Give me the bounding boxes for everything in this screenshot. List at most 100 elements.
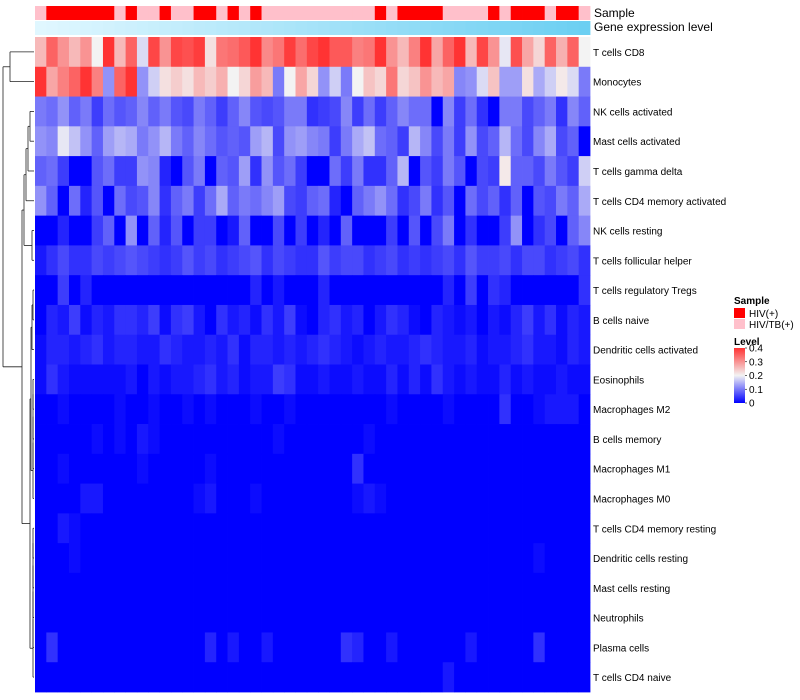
row-dendrogram xyxy=(2,51,34,678)
heatmap-cell xyxy=(318,394,330,425)
heatmap-cell xyxy=(465,96,478,127)
heatmap-cell xyxy=(340,364,353,395)
gene-expression-annotation-cell xyxy=(272,21,285,35)
heatmap-cell xyxy=(442,156,455,187)
heatmap-cell xyxy=(499,513,512,544)
heatmap-cell xyxy=(102,156,115,187)
heatmap-cell xyxy=(136,513,149,544)
heatmap-cell xyxy=(80,334,93,365)
heatmap-cell xyxy=(386,394,398,425)
heatmap-cell xyxy=(476,632,489,663)
heatmap-cell xyxy=(363,424,376,455)
heatmap-cell xyxy=(272,424,285,455)
heatmap-cell xyxy=(499,245,512,276)
heatmap-cell xyxy=(295,126,308,157)
heatmap-cell xyxy=(420,334,432,365)
heatmap-cell xyxy=(80,483,93,514)
heatmap-cell xyxy=(216,304,228,336)
heatmap-cell xyxy=(250,483,262,514)
heatmap-cell xyxy=(329,304,342,336)
heatmap-cell xyxy=(125,424,138,455)
heatmap-cell xyxy=(216,126,228,157)
heatmap-cell xyxy=(295,37,308,68)
heatmap-cell xyxy=(578,572,591,604)
heatmap-cell xyxy=(408,215,421,246)
row-label: NK cells activated xyxy=(593,107,672,118)
heatmap-cell xyxy=(556,572,568,604)
heatmap-cell xyxy=(261,364,274,395)
heatmap-cell xyxy=(420,572,432,604)
heatmap-cell xyxy=(295,96,308,127)
heatmap-cell xyxy=(499,364,512,395)
heatmap-cell xyxy=(522,364,534,395)
heatmap-cell xyxy=(420,662,432,693)
heatmap-cell xyxy=(408,513,421,544)
heatmap-cell xyxy=(431,37,444,68)
heatmap-cell xyxy=(182,543,194,574)
heatmap-cell xyxy=(431,394,444,425)
heatmap-cell xyxy=(182,394,194,425)
heatmap-cell xyxy=(408,126,421,157)
heatmap-cell xyxy=(578,394,591,425)
heatmap-cell xyxy=(182,513,194,544)
heatmap-cell xyxy=(544,215,557,246)
heatmap-cell xyxy=(442,304,455,336)
heatmap-cell xyxy=(488,304,500,336)
heatmap-cell xyxy=(284,543,296,574)
heatmap-cell xyxy=(306,394,319,425)
heatmap-cell xyxy=(306,334,319,365)
heatmap-cell xyxy=(136,364,149,395)
row-label: Monocytes xyxy=(593,78,641,89)
heatmap-cell xyxy=(261,543,274,574)
heatmap-cell xyxy=(46,632,59,663)
heatmap-cell xyxy=(57,96,70,127)
heatmap-cell xyxy=(261,453,274,484)
heatmap-cell xyxy=(227,364,240,395)
heatmap-cell xyxy=(216,424,228,455)
gene-expression-annotation-cell xyxy=(567,21,580,35)
heatmap-cell xyxy=(295,275,308,306)
heatmap-cell xyxy=(578,513,591,544)
heatmap-cell xyxy=(148,632,160,663)
sample-annotation-cell xyxy=(238,6,251,20)
gene-expression-annotation-cell xyxy=(510,21,523,35)
heatmap-cell xyxy=(91,602,104,633)
heatmap-cell xyxy=(148,304,160,336)
heatmap-cell xyxy=(238,513,251,544)
heatmap-cell xyxy=(136,662,149,693)
heatmap-cell xyxy=(46,66,59,97)
heatmap-cell xyxy=(57,334,70,365)
heatmap-cell xyxy=(363,245,376,276)
heatmap-cell xyxy=(533,334,546,365)
heatmap-cell xyxy=(431,245,444,276)
sample-annotation-cell xyxy=(522,6,534,20)
gene-expression-annotation-cell xyxy=(499,21,512,35)
heatmap-cell xyxy=(522,662,534,693)
heatmap-cell xyxy=(544,364,557,395)
heatmap-cell xyxy=(318,66,330,97)
heatmap-cell xyxy=(556,364,568,395)
heatmap-cell xyxy=(193,364,206,395)
heatmap-cell xyxy=(68,66,81,97)
gene-expression-annotation-cell xyxy=(136,21,149,35)
heatmap-cell xyxy=(556,275,568,306)
heatmap-cell xyxy=(397,96,410,127)
heatmap-cell xyxy=(46,215,59,246)
legend-level-tick-label: 0.1 xyxy=(749,385,763,396)
heatmap-cell xyxy=(295,156,308,187)
heatmap-cell xyxy=(510,394,523,425)
heatmap-cell xyxy=(295,245,308,276)
heatmap-cell xyxy=(170,483,183,514)
heatmap-cell xyxy=(35,156,47,187)
heatmap-cell xyxy=(578,543,591,574)
heatmap-cell xyxy=(386,334,398,365)
heatmap-cell xyxy=(204,602,217,633)
heatmap-cell xyxy=(374,275,387,306)
heatmap-cell xyxy=(363,483,376,514)
heatmap-cell xyxy=(510,37,523,68)
heatmap-cell xyxy=(91,126,104,157)
heatmap-cell xyxy=(159,37,172,68)
heatmap-cell xyxy=(352,215,364,246)
heatmap-cell xyxy=(510,602,523,633)
heatmap-cell xyxy=(374,543,387,574)
